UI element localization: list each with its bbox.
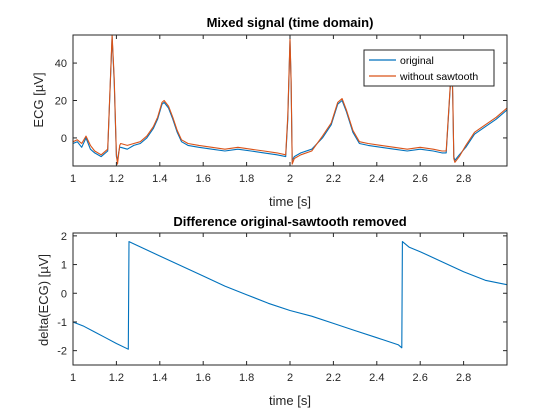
top-xtick-label: 2.6 xyxy=(413,173,428,185)
top-xtick-label: 1.2 xyxy=(109,173,124,185)
bottom-xtick-label: 2.8 xyxy=(456,372,471,384)
bottom-xtick-label: 2 xyxy=(287,372,293,384)
top-xlabel: time [s] xyxy=(269,194,311,209)
bottom-xtick-label: 1 xyxy=(70,372,76,384)
top-ytick-label: 20 xyxy=(55,96,67,108)
bottom-ticks: 1 1.2 1.4 1.6 1.8 2 2.2 2.4 2.6 2.8 -2 -1 0 1 2 xyxy=(57,231,507,384)
top-xtick-label: 1.6 xyxy=(196,173,211,185)
top-xtick-label: 1.8 xyxy=(239,173,254,185)
top-series-line-without-sawtooth xyxy=(73,35,507,165)
bottom-ylabel: delta(ECG) [µV] xyxy=(36,254,51,346)
bottom-xtick-label: 1.6 xyxy=(196,372,211,384)
top-xtick-label: 2.4 xyxy=(369,173,384,185)
bottom-ytick-label: 1 xyxy=(61,260,67,272)
bottom-xtick-label: 2.6 xyxy=(413,372,428,384)
top-xtick-label: 2 xyxy=(287,173,293,185)
bottom-series-line-0 xyxy=(73,241,507,350)
bottom-ytick-label: 0 xyxy=(61,288,67,300)
top-ylabel: ECG [µV] xyxy=(31,72,46,127)
bottom-ytick-label: -2 xyxy=(57,346,67,358)
bottom-ytick-label: 2 xyxy=(61,231,67,243)
bottom-xtick-label: 2.2 xyxy=(326,372,341,384)
top-xtick-label: 2.8 xyxy=(456,173,471,185)
legend-label-original: original xyxy=(400,55,434,67)
bottom-xtick-label: 2.4 xyxy=(369,372,384,384)
bottom-xlabel: time [s] xyxy=(269,393,311,408)
top-ticks: 1 1.2 1.4 1.6 1.8 2 2.2 2.4 2.6 2.8 0 20 40 xyxy=(55,35,507,185)
bottom-plot-area xyxy=(73,241,507,350)
bottom-axes: Difference original-sawtooth removed tim… xyxy=(36,214,508,408)
top-plot-area xyxy=(73,35,507,165)
bottom-axes-frame xyxy=(72,232,508,366)
top-axes: Mixed signal (time domain) time [s] ECG … xyxy=(31,15,508,209)
bottom-xtick-label: 1.2 xyxy=(109,372,124,384)
bottom-ytick-label: -1 xyxy=(57,317,67,329)
top-ytick-label: 40 xyxy=(55,58,67,70)
top-legend: original without sawtooth xyxy=(363,49,495,87)
top-title: Mixed signal (time domain) xyxy=(207,15,374,30)
top-ytick-label: 0 xyxy=(61,133,67,145)
top-xtick-label: 2.2 xyxy=(326,173,341,185)
bottom-xtick-label: 1.4 xyxy=(152,372,167,384)
top-xtick-label: 1.4 xyxy=(152,173,167,185)
legend-label-without-sawtooth: without sawtooth xyxy=(399,71,478,83)
top-xtick-label: 1 xyxy=(70,173,76,185)
bottom-title: Difference original-sawtooth removed xyxy=(173,214,406,229)
bottom-xtick-label: 1.8 xyxy=(239,372,254,384)
legend-box xyxy=(363,49,495,87)
